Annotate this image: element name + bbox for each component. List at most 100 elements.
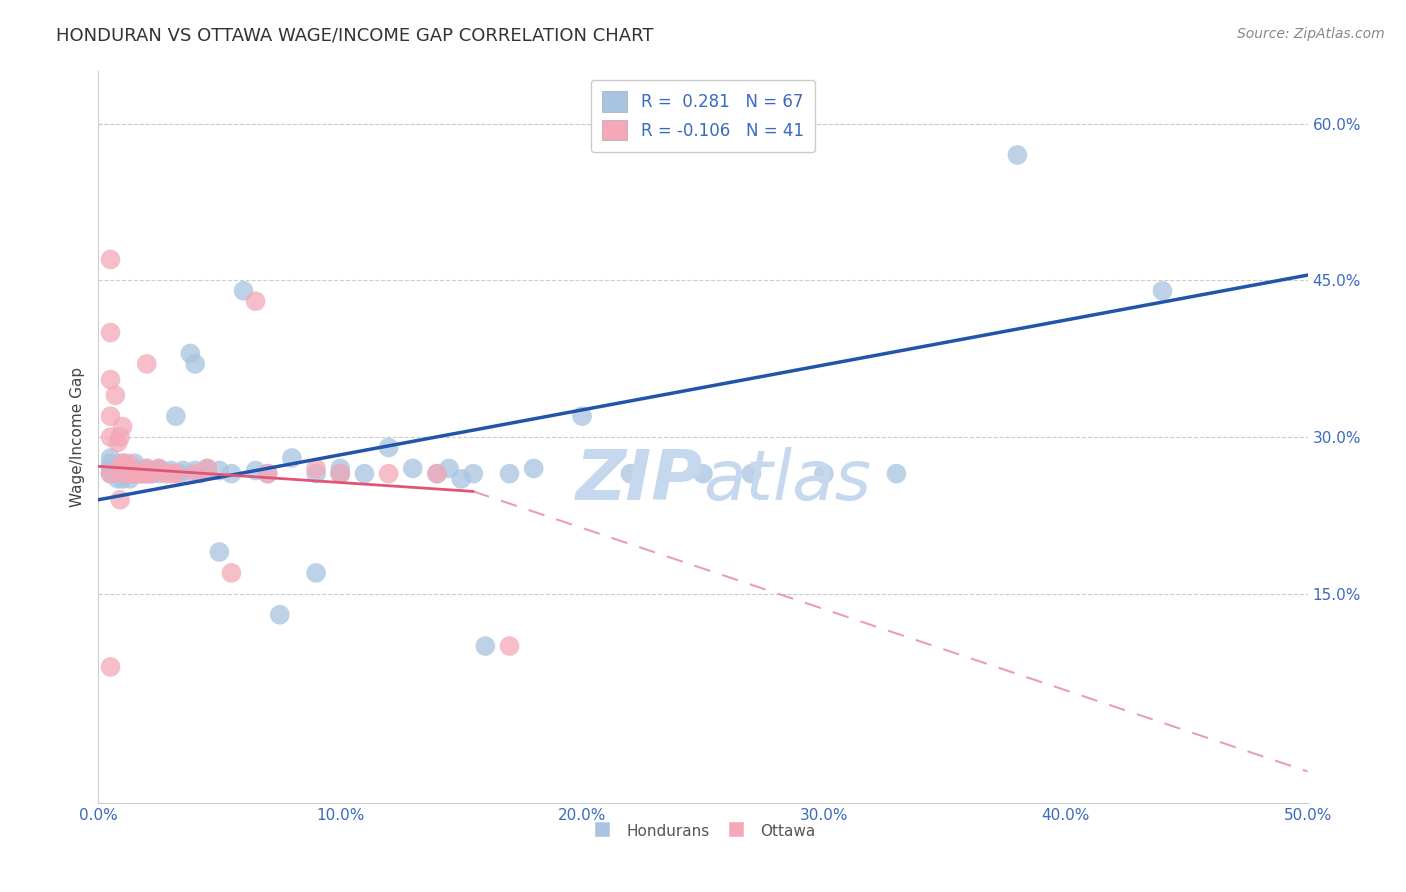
Point <box>155 467 177 481</box>
Point <box>245 294 267 309</box>
Point <box>402 461 425 475</box>
Point <box>571 409 593 424</box>
Point <box>117 461 139 475</box>
Text: atlas: atlas <box>703 448 870 515</box>
Point <box>118 467 141 481</box>
Point <box>135 357 157 371</box>
Point <box>111 467 134 481</box>
Point <box>107 435 129 450</box>
Text: Source: ZipAtlas.com: Source: ZipAtlas.com <box>1237 27 1385 41</box>
Point <box>221 566 243 580</box>
Point <box>740 467 762 481</box>
Point <box>329 467 352 481</box>
Point <box>188 467 211 481</box>
Point <box>498 639 520 653</box>
Point <box>1152 284 1174 298</box>
Point <box>111 456 134 470</box>
Point <box>141 463 163 477</box>
Point <box>426 467 449 481</box>
Point <box>426 467 449 481</box>
Point <box>377 441 399 455</box>
Point <box>111 472 134 486</box>
Point <box>141 467 163 481</box>
Point <box>100 326 122 340</box>
Legend: Hondurans, Ottawa: Hondurans, Ottawa <box>585 815 821 847</box>
Text: ZIP: ZIP <box>575 448 703 515</box>
Point <box>111 456 134 470</box>
Point <box>269 607 291 622</box>
Point <box>195 461 218 475</box>
Y-axis label: Wage/Income Gap: Wage/Income Gap <box>69 367 84 508</box>
Point <box>208 463 231 477</box>
Point <box>107 461 129 475</box>
Point <box>118 472 141 486</box>
Point <box>100 252 122 267</box>
Point <box>232 284 254 298</box>
Point <box>195 463 218 477</box>
Point <box>221 467 243 481</box>
Point <box>124 467 146 481</box>
Point <box>463 467 485 481</box>
Point <box>100 430 122 444</box>
Point <box>692 467 714 481</box>
Point <box>179 346 201 360</box>
Point <box>100 456 122 470</box>
Point <box>208 545 231 559</box>
Point <box>135 467 157 481</box>
Point <box>127 467 149 481</box>
Point <box>160 463 183 477</box>
Point <box>886 467 908 481</box>
Point <box>135 461 157 475</box>
Point <box>100 467 122 481</box>
Point <box>169 467 191 481</box>
Point <box>1007 148 1029 162</box>
Point <box>498 467 520 481</box>
Point <box>305 566 328 580</box>
Point <box>131 467 153 481</box>
Point <box>329 461 352 475</box>
Point <box>117 456 139 470</box>
Point <box>100 373 122 387</box>
Point <box>256 467 278 481</box>
Point <box>148 461 170 475</box>
Text: HONDURAN VS OTTAWA WAGE/INCOME GAP CORRELATION CHART: HONDURAN VS OTTAWA WAGE/INCOME GAP CORRE… <box>56 27 654 45</box>
Point <box>353 467 375 481</box>
Point <box>450 472 472 486</box>
Point <box>141 467 163 481</box>
Point <box>135 467 157 481</box>
Point <box>124 467 146 481</box>
Point <box>128 463 150 477</box>
Point <box>135 467 157 481</box>
Point <box>184 463 207 477</box>
Point <box>124 456 146 470</box>
Point <box>100 450 122 465</box>
Point <box>104 388 127 402</box>
Point <box>184 357 207 371</box>
Point <box>195 461 218 475</box>
Point <box>377 467 399 481</box>
Point <box>165 467 187 481</box>
Point <box>100 660 122 674</box>
Point <box>108 430 131 444</box>
Point <box>135 461 157 475</box>
Point <box>172 463 194 477</box>
Point <box>523 461 546 475</box>
Point <box>100 461 122 475</box>
Point <box>111 419 134 434</box>
Point <box>131 467 153 481</box>
Point <box>148 467 170 481</box>
Point <box>165 409 187 424</box>
Point <box>281 450 304 465</box>
Point <box>245 463 267 477</box>
Point <box>329 467 352 481</box>
Point <box>148 463 170 477</box>
Point <box>111 467 134 481</box>
Point <box>619 467 641 481</box>
Point <box>100 467 122 481</box>
Point <box>124 461 146 475</box>
Point <box>184 467 207 481</box>
Point <box>128 467 150 481</box>
Point <box>305 467 328 481</box>
Point <box>437 461 460 475</box>
Point <box>160 467 183 481</box>
